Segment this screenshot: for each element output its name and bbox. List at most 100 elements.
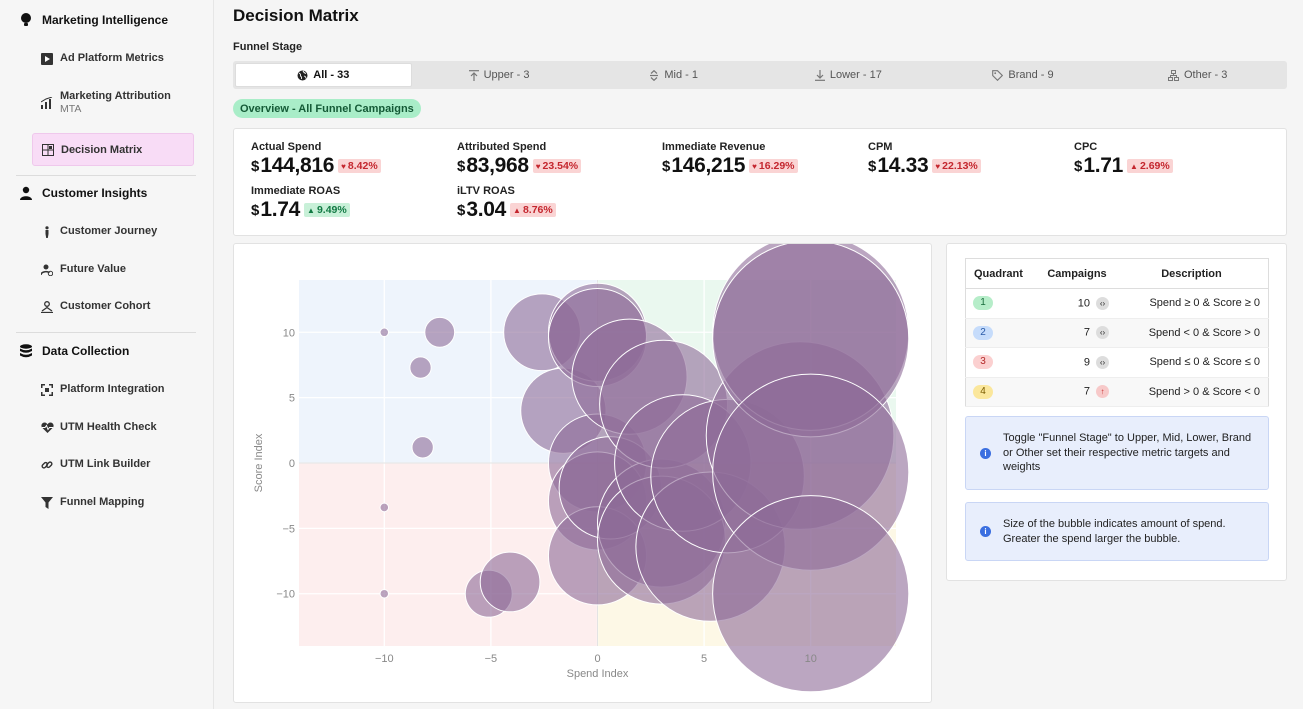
info-text: Size of the bubble indicates amount of s… — [1003, 518, 1226, 545]
metric-delta-badge: ♥ 8.42% — [338, 159, 381, 173]
arrows-horizontal-icon: ‹› — [1095, 355, 1109, 369]
bubble — [411, 436, 434, 459]
tab-mid[interactable]: Mid - 1 — [586, 63, 761, 87]
metric-immediate-revenue: Immediate Revenue $146,215 ♥ 16.29% — [662, 141, 798, 178]
metric-cpm: CPM $14.33 ♥ 22.13% — [868, 141, 981, 178]
metric-immediate-roas: Immediate ROAS $1.74 ▲ 9.49% — [251, 185, 350, 222]
y-tick-label: 0 — [289, 458, 295, 470]
matrix-icon — [41, 143, 55, 157]
sidebar-item-label: Customer Journey — [60, 225, 158, 237]
quadrant-badge: 4 — [973, 384, 993, 399]
arrow-updown-icon — [649, 69, 659, 81]
tab-label: All - 33 — [313, 69, 350, 81]
sidebar-item-label: Ad Platform Metrics — [60, 52, 164, 64]
sidebar-section-data-collection[interactable]: Data Collection — [18, 343, 129, 359]
user-group-icon — [40, 300, 54, 314]
bubble-chart: −10 −5 0 5 10 −10 −5 0 5 10 Spend Index Score Ind… — [253, 233, 910, 693]
sidebar-item-platform-integration[interactable]: Platform Integration — [32, 379, 194, 401]
metric-value: 1.74 — [260, 198, 301, 221]
page-title: Decision Matrix — [233, 6, 359, 25]
tab-upper[interactable]: Upper - 3 — [412, 63, 587, 87]
tab-other[interactable]: Other - 3 — [1110, 63, 1285, 87]
campaigns-cell: 10 ‹› — [1039, 288, 1115, 319]
tab-all[interactable]: All - 33 — [235, 63, 412, 87]
info-icon: i — [980, 447, 991, 459]
quadrant-cell: 1 — [965, 288, 1040, 319]
metric-delta-value: 23.54% — [542, 160, 579, 172]
bubble — [409, 356, 432, 379]
bubble — [479, 551, 541, 613]
integration-icon — [40, 383, 54, 397]
sidebar-section-marketing-intelligence[interactable]: Marketing Intelligence — [18, 12, 168, 28]
heart-down-icon: ♥ — [341, 161, 346, 171]
quadrant-summary-card: Quadrant Campaigns Description 1 10 ‹› Spen… — [946, 243, 1287, 581]
sidebar-item-funnel-mapping[interactable]: Funnel Mapping — [32, 492, 194, 514]
sidebar-item-marketing-attribution[interactable]: Marketing Attribution MTA — [32, 86, 194, 119]
sidebar-item-ad-platform-metrics[interactable]: Ad Platform Metrics — [32, 48, 194, 70]
sidebar-item-future-value[interactable]: Future Value — [32, 259, 194, 281]
caret-up-icon: ▲ — [1130, 161, 1138, 171]
x-axis-label: Spend Index — [567, 668, 629, 680]
metric-label: CPC — [1074, 141, 1098, 153]
sidebar-item-label: Platform Integration — [60, 383, 165, 395]
metric-cpc: CPC $1.71 ▲ 2.69% — [1074, 141, 1173, 178]
metric-delta-badge: ▲ 8.76% — [510, 203, 556, 217]
x-tick-label: −10 — [375, 653, 394, 665]
metric-delta-value: 8.42% — [347, 160, 378, 172]
column-header: Quadrant — [965, 258, 1040, 289]
quadrant-cell: 2 — [965, 318, 1040, 348]
tab-label: Brand - 9 — [1008, 69, 1054, 81]
sidebar-divider — [16, 175, 196, 176]
campaign-count: 10 — [1077, 297, 1090, 310]
metric-delta-badge: ▲ 2.69% — [1127, 159, 1173, 173]
metric-value: 1.71 — [1083, 154, 1124, 177]
overview-badge: Overview - All Funnel Campaigns — [233, 99, 421, 118]
metric-currency: $ — [251, 201, 260, 219]
sidebar-item-decision-matrix[interactable]: Decision Matrix — [32, 133, 194, 166]
quadrant-badge: 1 — [973, 296, 993, 311]
database-icon — [18, 343, 34, 359]
tab-brand[interactable]: Brand - 9 — [936, 63, 1111, 87]
bubble — [712, 495, 910, 693]
metric-delta-value: 22.13% — [942, 160, 978, 172]
caret-up-icon: ▲ — [513, 205, 521, 215]
description-cell: Spend > 0 & Score < 0 — [1114, 377, 1269, 407]
table-row: 2 7 ‹› Spend < 0 & Score > 0 — [965, 318, 1269, 348]
sidebar-item-utm-health-check[interactable]: UTM Health Check — [32, 417, 194, 439]
table-header-row: Quadrant Campaigns Description — [965, 258, 1269, 289]
funnel-stage-label: Funnel Stage — [233, 41, 303, 53]
decision-matrix-chart-card: −10 −5 0 5 10 −10 −5 0 5 10 Spend Index Score Ind… — [233, 233, 932, 703]
tab-lower[interactable]: Lower - 17 — [761, 63, 936, 87]
metric-value: 146,215 — [671, 154, 746, 177]
sidebar-section-customer-insights[interactable]: Customer Insights — [18, 185, 147, 201]
tab-label: Upper - 3 — [483, 69, 530, 81]
y-tick-label: 10 — [283, 327, 295, 339]
quadrant-badge: 3 — [973, 355, 993, 370]
arrows-horizontal-icon: ‹› — [1095, 326, 1109, 340]
sidebar-item-sublabel: MTA — [60, 103, 82, 115]
campaigns-cell: 7 ‹› — [1039, 318, 1115, 348]
metric-currency: $ — [1074, 157, 1083, 175]
metric-label: Immediate Revenue — [662, 141, 766, 153]
metric-delta-value: 16.29% — [758, 160, 795, 172]
campaigns-cell: 9 ‹› — [1039, 347, 1115, 378]
metric-delta-value: 9.49% — [316, 204, 347, 216]
tab-label: Mid - 1 — [664, 69, 698, 81]
campaign-count: 7 — [1083, 385, 1090, 398]
heart-down-icon: ♥ — [752, 161, 757, 171]
sidebar-item-customer-cohort[interactable]: Customer Cohort — [32, 296, 194, 318]
funnel-stage-info-box: i Toggle "Funnel Stage" to Upper, Mid, L… — [965, 416, 1269, 490]
y-axis-label: Score Index — [253, 433, 265, 492]
metric-delta-badge: ♥ 23.54% — [532, 159, 582, 173]
sidebar-item-label: UTM Health Check — [60, 421, 157, 433]
user-clock-icon — [40, 263, 54, 277]
sidebar-item-utm-link-builder[interactable]: UTM Link Builder — [32, 454, 194, 476]
funnel-stage-tabs: All - 33 Upper - 3 Mid - 1 Lower - 17 Br… — [233, 61, 1287, 89]
metric-iltv-roas: iLTV ROAS $3.04 ▲ 8.76% — [457, 185, 556, 222]
x-tick-label: 0 — [594, 653, 600, 665]
column-header: Campaigns — [1039, 258, 1115, 289]
sidebar-item-customer-journey[interactable]: Customer Journey — [32, 221, 194, 243]
campaign-count: 7 — [1083, 326, 1090, 339]
metric-delta-value: 8.76% — [522, 204, 553, 216]
metric-currency: $ — [457, 157, 466, 175]
